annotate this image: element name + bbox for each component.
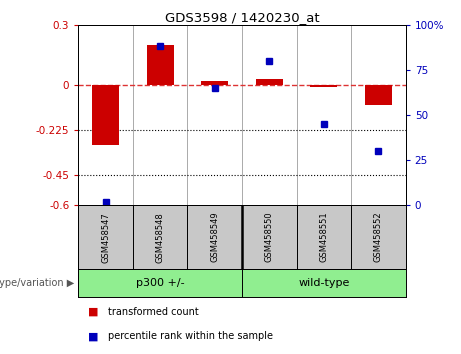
Bar (310, 85, 337, 87)
Text: percentile rank within the sample: percentile rank within the sample (108, 331, 273, 341)
Bar (78, 205, 133, 269)
Text: wild-type: wild-type (298, 278, 349, 288)
Text: GSM458549: GSM458549 (210, 212, 219, 263)
Bar (188, 205, 242, 269)
Text: p300 +/-: p300 +/- (136, 278, 184, 288)
Bar (92, 85, 119, 145)
Text: genotype/variation ▶: genotype/variation ▶ (0, 278, 74, 288)
Bar (242, 205, 296, 269)
Bar (147, 45, 174, 85)
Bar (351, 205, 406, 269)
Text: ■: ■ (88, 331, 98, 341)
Bar (133, 205, 188, 269)
Text: ■: ■ (88, 307, 98, 316)
Text: transformed count: transformed count (108, 307, 199, 316)
Bar (365, 85, 392, 105)
Text: GSM458547: GSM458547 (101, 212, 110, 263)
Bar (242, 269, 406, 297)
Text: GSM458550: GSM458550 (265, 212, 274, 263)
Bar (78, 269, 242, 297)
Bar (201, 81, 228, 85)
Text: GSM458552: GSM458552 (374, 212, 383, 263)
Text: GSM458548: GSM458548 (156, 212, 165, 263)
Bar (256, 79, 283, 85)
Title: GDS3598 / 1420230_at: GDS3598 / 1420230_at (165, 11, 319, 24)
Text: GSM458551: GSM458551 (319, 212, 328, 263)
Bar (296, 205, 351, 269)
